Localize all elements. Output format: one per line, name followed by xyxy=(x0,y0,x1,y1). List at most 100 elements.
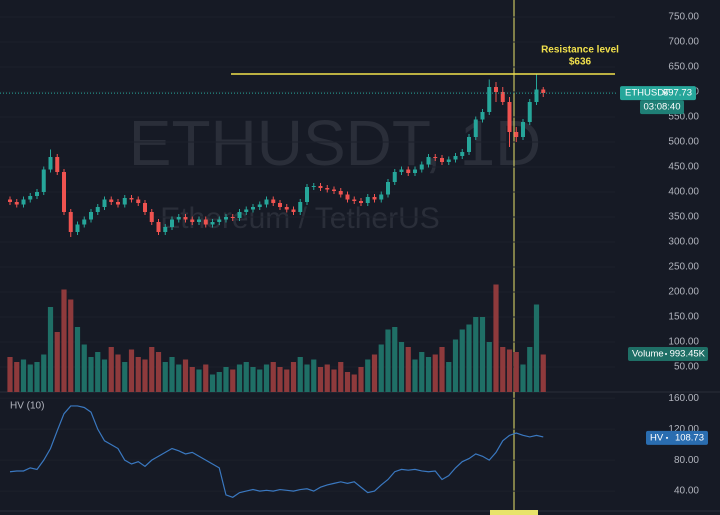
volume-bar xyxy=(81,344,87,392)
volume-bar xyxy=(7,357,13,392)
countdown-tag xyxy=(640,100,684,115)
y-tick-label: 150.00 xyxy=(668,312,699,323)
candle-body xyxy=(338,191,343,195)
candle-body xyxy=(352,199,357,201)
candle-body xyxy=(156,222,161,232)
candle-body xyxy=(82,219,87,225)
candle-body xyxy=(359,201,363,203)
volume-bar xyxy=(358,367,364,392)
candle-body xyxy=(264,199,269,205)
volume-bar xyxy=(88,357,94,392)
volume-bar xyxy=(425,357,432,392)
volume-bar xyxy=(243,362,249,392)
volume-bar xyxy=(115,354,121,392)
candle-body xyxy=(190,219,195,222)
volume-bar xyxy=(41,354,47,392)
y-tick-label: 700.00 xyxy=(668,37,699,48)
volume-bar xyxy=(142,359,148,392)
candle-body xyxy=(426,157,431,165)
volume-bar xyxy=(432,354,438,392)
volume-bar xyxy=(20,359,27,392)
volume-bar xyxy=(74,327,81,392)
volume-bar xyxy=(446,362,452,392)
candle-body xyxy=(21,199,26,205)
candle-body xyxy=(217,219,222,222)
candle-body xyxy=(8,199,12,202)
candle-body xyxy=(467,137,471,152)
price-tag-symbol: ETHUSDT xyxy=(625,88,670,99)
annotation-title: Resistance level xyxy=(541,45,619,56)
candle-body xyxy=(527,102,532,122)
candle-body xyxy=(149,212,154,222)
candle-body xyxy=(122,198,127,205)
volume-bar xyxy=(412,359,418,392)
volume-bar xyxy=(68,299,74,392)
y-tick-label: 500.00 xyxy=(668,137,699,148)
candle-body xyxy=(433,157,438,158)
volume-bar xyxy=(230,369,236,392)
volume-bar xyxy=(419,352,425,392)
candle-body xyxy=(251,207,255,210)
candle-body xyxy=(203,219,208,225)
volume-bar xyxy=(324,364,330,392)
candle-body xyxy=(534,89,539,102)
candle-body xyxy=(372,197,377,200)
volume-bar xyxy=(61,289,67,392)
volume-bar xyxy=(209,374,216,392)
volume-bar xyxy=(182,359,189,392)
volume-bar xyxy=(250,367,256,392)
volume-bar xyxy=(486,342,492,392)
candle-body xyxy=(224,217,228,220)
volume-tag-value: 993.45K xyxy=(670,349,706,360)
volume-bar xyxy=(513,352,519,392)
volume-bar xyxy=(533,304,540,392)
volume-bar xyxy=(371,354,378,392)
volume-bar xyxy=(263,364,270,392)
y-tick-label: 100.00 xyxy=(668,337,699,348)
candle-body xyxy=(143,203,147,212)
candle-body xyxy=(75,224,80,232)
tag-separator xyxy=(665,353,667,355)
candle-body xyxy=(386,182,390,195)
candle-body xyxy=(28,196,33,200)
candle-body xyxy=(197,219,201,222)
candle-body xyxy=(102,199,107,207)
candle-body xyxy=(129,198,134,200)
candle-body xyxy=(136,199,141,203)
candle-body xyxy=(170,219,174,227)
candle-body xyxy=(109,199,114,202)
candle-body xyxy=(399,169,404,172)
candle-body xyxy=(55,157,60,172)
price-tag-value: 597.73 xyxy=(663,88,692,99)
candle-body xyxy=(332,189,336,191)
volume-bar xyxy=(527,347,533,392)
volume-bar xyxy=(304,364,310,392)
candle-body xyxy=(500,92,505,102)
volume-bar xyxy=(479,317,486,392)
candle-body xyxy=(325,188,330,190)
candle-body xyxy=(460,152,465,156)
candle-body xyxy=(41,169,46,192)
y-tick-label: 400.00 xyxy=(668,187,699,198)
candle-body xyxy=(392,172,397,182)
y-tick-label: 40.00 xyxy=(674,486,699,497)
volume-bar xyxy=(392,327,398,392)
candle-body xyxy=(210,222,215,225)
volume-bar xyxy=(506,349,513,392)
candle-body xyxy=(89,212,93,220)
volume-bar xyxy=(54,332,60,392)
volume-bar xyxy=(122,362,128,392)
volume-bar xyxy=(365,359,371,392)
volume-bar xyxy=(290,362,297,392)
hv-tag-name: HV xyxy=(650,432,664,443)
candle-body xyxy=(379,194,384,200)
candle-body xyxy=(345,194,350,200)
y-tick-label: 120.00 xyxy=(668,424,699,435)
candle-body xyxy=(453,156,458,160)
volume-bar xyxy=(257,369,263,392)
volume-bar xyxy=(338,362,344,392)
volume-bar xyxy=(311,359,317,392)
candle-body xyxy=(305,187,309,202)
candle-body xyxy=(419,164,424,170)
